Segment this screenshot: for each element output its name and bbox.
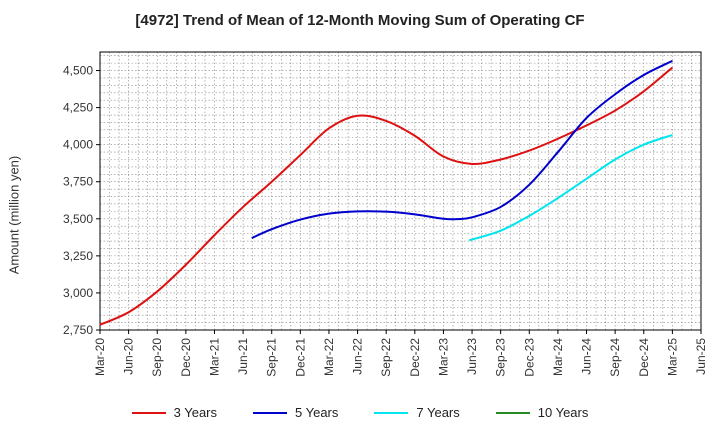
y-tick-label: 4,500	[63, 64, 93, 78]
x-tick-label: Jun-23	[465, 338, 479, 375]
legend-swatch	[131, 411, 166, 414]
x-ticks: Mar-20 Jun-20 Sep-20 Dec-20 Mar-21 Jun-21 Sep-…	[93, 330, 708, 377]
plot-background	[100, 52, 701, 330]
x-tick-label: Dec-23	[522, 338, 536, 377]
x-tick-label: Sep-22	[379, 338, 393, 377]
x-tick-label: Dec-22	[408, 338, 422, 377]
x-tick-label: Mar-23	[436, 338, 450, 376]
x-tick-label: Sep-23	[494, 338, 508, 377]
y-tick-label: 3,000	[63, 286, 93, 300]
x-tick-label: Jun-24	[580, 338, 594, 375]
x-tick-label: Jun-25	[694, 338, 708, 375]
series-line-3-years	[99, 66, 674, 326]
x-tick-label: Dec-21	[293, 338, 307, 377]
legend-label: 7 Years	[416, 405, 460, 420]
x-tick-label: Mar-25	[665, 338, 679, 376]
legend-label: 10 Years	[537, 405, 589, 420]
x-tick-label: Mar-24	[551, 338, 565, 376]
y-tick-label: 3,250	[63, 249, 93, 263]
legend-item-5-years: 5 Years	[253, 405, 338, 420]
y-tick-label: 4,250	[63, 101, 93, 115]
legend-swatch	[374, 411, 409, 414]
grid	[100, 52, 701, 330]
y-tick-label: 2,750	[63, 323, 93, 337]
x-tick-label: Jun-21	[236, 338, 250, 375]
x-tick-label: Mar-21	[207, 338, 221, 376]
axes	[99, 51, 702, 331]
legend-item-7-years: 7 Years	[374, 405, 460, 420]
legend-swatch	[253, 411, 287, 414]
x-tick-label: Jun-20	[122, 338, 136, 375]
x-tick-label: Jun-22	[351, 338, 365, 375]
legend-label: 5 Years	[295, 405, 339, 420]
x-tick-label: Sep-20	[150, 338, 164, 377]
y-tick-label: 4,000	[63, 138, 93, 152]
x-tick-label: Mar-20	[93, 338, 107, 376]
legend-item-10-years: 10 Years	[495, 405, 589, 420]
series-line-7-years	[468, 134, 673, 242]
x-tick-label: Dec-24	[637, 338, 651, 377]
x-tick-label: Mar-22	[322, 338, 336, 376]
y-tick-label: 3,500	[63, 212, 93, 226]
plot-frame	[99, 51, 702, 331]
legend-item-3-years: 3 Years	[131, 405, 217, 420]
x-tick-label: Sep-24	[608, 338, 622, 377]
chart-title: [4972] Trend of Mean of 12-Month Moving …	[135, 12, 585, 29]
legend: 3 Years 5 Years 7 Years 10 Years	[0, 405, 720, 420]
y-tick-label: 3,750	[63, 175, 93, 189]
legend-swatch	[495, 411, 530, 414]
series-line-5-years	[251, 60, 673, 239]
series-lines	[99, 60, 674, 326]
x-tick-label: Dec-20	[179, 338, 193, 377]
y-ticks: 2,750 3,000 3,250 3,500 3,750 4,000 4,250 4,500	[63, 64, 100, 337]
legend-label: 3 Years	[173, 405, 217, 420]
x-tick-label: Sep-21	[265, 338, 279, 377]
